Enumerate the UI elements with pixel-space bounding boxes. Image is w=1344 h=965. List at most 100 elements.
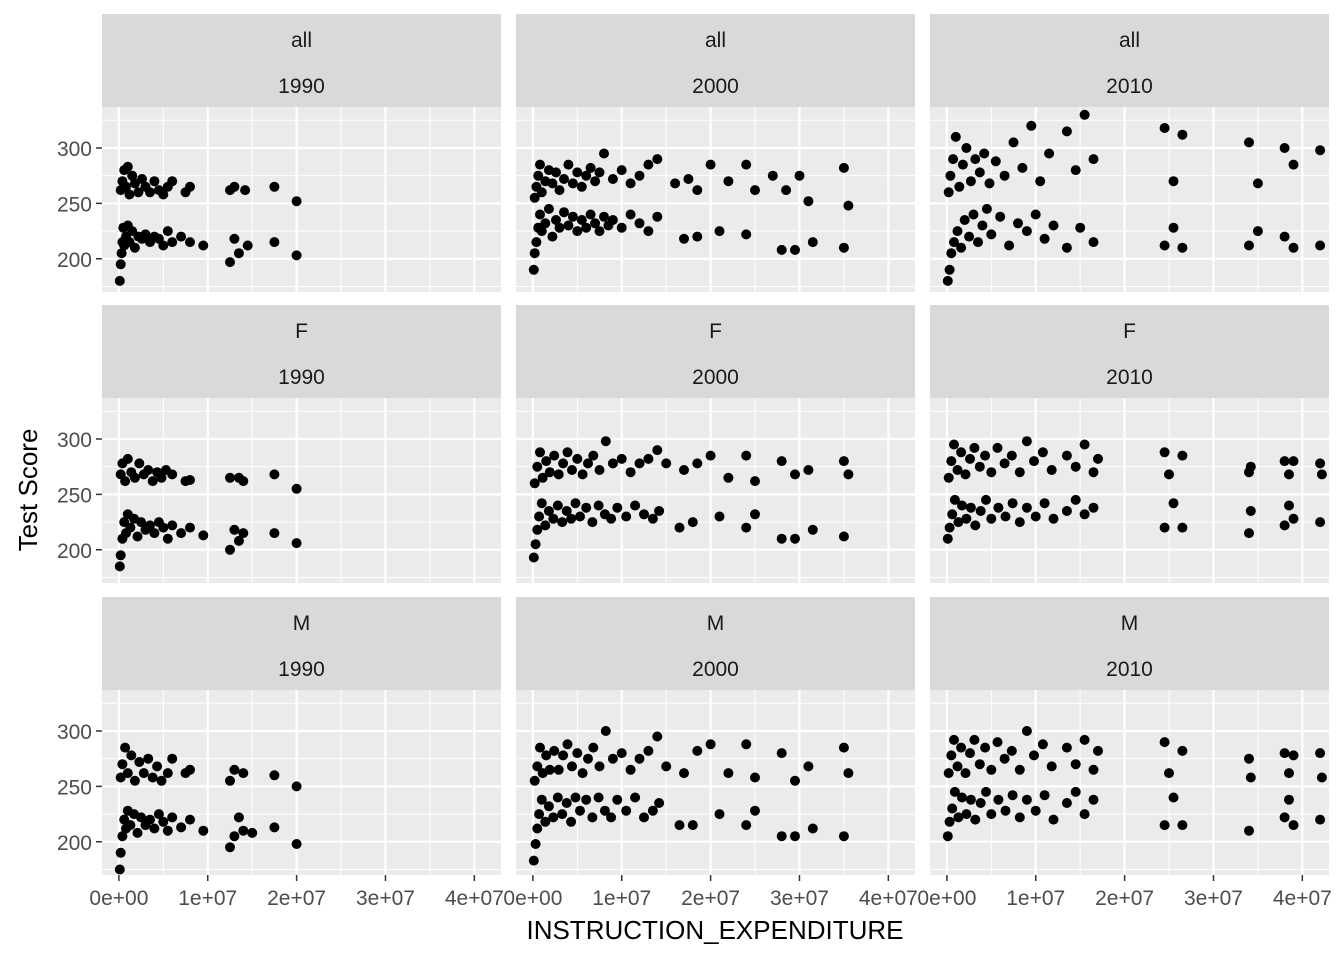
data-point <box>1030 511 1041 522</box>
panel-background <box>516 398 915 583</box>
data-point <box>145 520 155 531</box>
data-point <box>242 240 253 251</box>
data-point <box>943 472 954 483</box>
facet-strip <box>102 597 501 690</box>
data-point <box>986 764 997 775</box>
data-point <box>970 814 981 825</box>
data-point <box>974 759 985 770</box>
data-point <box>583 753 593 764</box>
data-point <box>1279 231 1290 242</box>
data-point <box>679 233 689 244</box>
y-tick-label: 300 <box>57 138 92 161</box>
y-tick-label: 200 <box>57 540 92 563</box>
data-point <box>1039 498 1050 509</box>
data-point <box>1079 439 1090 450</box>
data-point <box>1048 220 1059 231</box>
data-point <box>240 185 251 196</box>
data-point <box>625 764 636 775</box>
data-point <box>606 513 617 524</box>
data-point <box>145 187 155 198</box>
x-tick-label: 4e+07 <box>445 887 504 910</box>
data-point <box>979 148 990 159</box>
data-point <box>529 775 540 786</box>
data-point <box>120 742 131 753</box>
data-point <box>1007 790 1018 801</box>
data-point <box>590 176 601 187</box>
data-point <box>981 494 991 505</box>
data-point <box>990 156 1001 167</box>
data-point <box>134 757 145 767</box>
data-point <box>158 189 169 200</box>
data-point <box>630 500 641 511</box>
data-point <box>548 812 559 823</box>
data-point <box>122 768 133 779</box>
data-point <box>1008 137 1019 148</box>
data-point <box>1288 159 1299 170</box>
data-point <box>639 509 649 520</box>
data-point <box>652 154 663 165</box>
data-point <box>952 465 963 475</box>
data-point <box>647 513 658 524</box>
data-point <box>1037 447 1048 458</box>
facet-strip-label: 1990 <box>278 366 325 389</box>
data-point <box>572 748 583 759</box>
data-point <box>1006 745 1017 756</box>
data-point <box>1159 240 1170 251</box>
data-point <box>1021 502 1032 513</box>
y-tick-label: 300 <box>57 429 92 452</box>
data-point <box>661 761 672 772</box>
data-point <box>643 745 654 756</box>
data-point <box>1177 450 1188 461</box>
data-point <box>953 812 964 823</box>
data-point <box>129 242 140 253</box>
data-point <box>167 753 178 764</box>
data-point <box>162 533 173 544</box>
data-point <box>1070 786 1081 797</box>
facet-strip <box>102 305 501 398</box>
facet-strip <box>516 597 915 690</box>
data-point <box>162 825 173 836</box>
data-point <box>116 248 127 259</box>
x-tick-label: 1e+07 <box>592 887 651 910</box>
data-point <box>536 187 547 198</box>
data-point <box>185 522 195 533</box>
data-point <box>1315 458 1326 469</box>
x-tick-label: 3e+07 <box>770 887 829 910</box>
data-point <box>969 734 980 745</box>
data-point <box>532 524 543 535</box>
data-point <box>781 185 792 196</box>
data-point <box>803 196 814 207</box>
facet-panel: F 2010 <box>930 305 1329 583</box>
data-point <box>692 745 703 756</box>
data-point <box>149 528 160 539</box>
data-point <box>776 533 787 544</box>
panel-background <box>516 107 915 292</box>
data-point <box>634 218 645 229</box>
data-point <box>576 181 587 192</box>
data-point <box>1252 226 1263 237</box>
data-point <box>1014 764 1025 775</box>
data-point <box>553 469 564 480</box>
data-point <box>548 513 559 524</box>
data-point <box>269 469 280 480</box>
y-tick-label: 250 <box>57 776 92 799</box>
data-point <box>162 226 173 237</box>
x-tick-label: 2e+07 <box>681 887 740 910</box>
data-point <box>156 472 167 483</box>
facet-strip-label: all <box>1119 29 1140 52</box>
data-point <box>687 820 698 831</box>
data-point <box>790 469 800 480</box>
data-point <box>1075 222 1086 233</box>
data-point <box>562 447 573 458</box>
data-point <box>750 509 760 520</box>
data-point <box>973 237 983 248</box>
data-point <box>964 231 975 242</box>
data-point <box>625 209 636 220</box>
data-point <box>585 162 596 173</box>
data-point <box>528 552 539 563</box>
data-point <box>561 798 572 808</box>
data-point <box>652 731 663 742</box>
data-point <box>607 458 618 469</box>
data-point <box>558 458 569 469</box>
facet-strip-label: 2000 <box>692 658 739 681</box>
